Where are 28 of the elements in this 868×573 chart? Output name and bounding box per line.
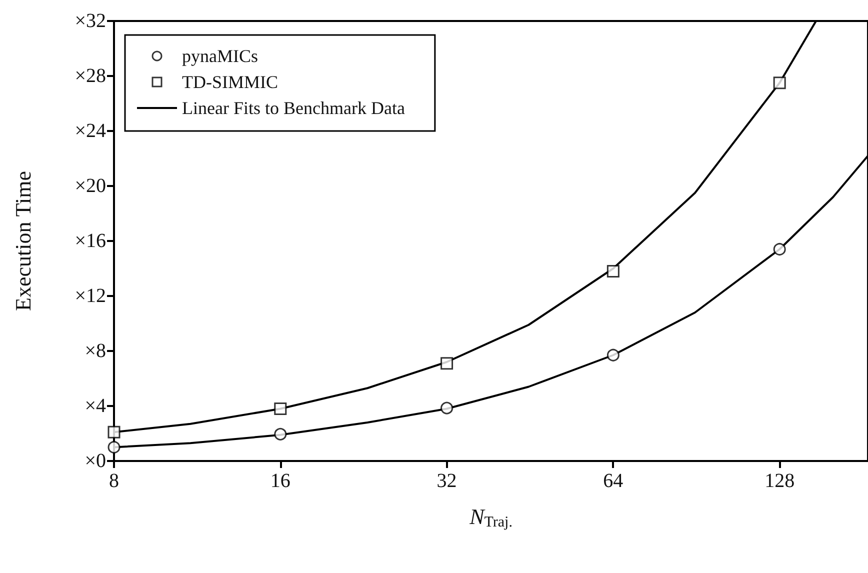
point <box>773 76 786 90</box>
x-tick-label: 64 <box>603 470 624 492</box>
x-tick-label: 128 <box>764 470 795 492</box>
y-tick-label: ×0 <box>84 450 106 472</box>
legend-label: TD-SIMMIC <box>182 72 278 92</box>
x-tick-label: 16 <box>270 470 290 492</box>
y-tick-label: ×20 <box>74 175 106 197</box>
legend-label: Linear Fits to Benchmark Data <box>182 98 405 118</box>
y-tick-label: ×4 <box>84 395 106 417</box>
y-tick-label: ×32 <box>74 10 106 32</box>
point <box>274 402 287 415</box>
point <box>773 243 786 256</box>
y-tick-label: ×8 <box>84 340 106 362</box>
point <box>440 357 454 370</box>
y-axis-title: Execution Time <box>10 171 36 311</box>
y-tick-label: ×24 <box>74 120 106 142</box>
x-tick-label: 32 <box>436 470 457 492</box>
y-tick-label: ×12 <box>74 285 106 307</box>
point <box>274 428 287 440</box>
legend-label: pynaMICs <box>182 46 258 66</box>
point <box>606 348 620 362</box>
point <box>108 441 120 454</box>
point <box>440 402 454 414</box>
y-tick-label: ×16 <box>74 230 106 252</box>
point <box>606 265 620 278</box>
y-tick-label: ×28 <box>74 65 106 87</box>
point <box>108 426 120 438</box>
x-tick-label: 8 <box>109 470 119 492</box>
